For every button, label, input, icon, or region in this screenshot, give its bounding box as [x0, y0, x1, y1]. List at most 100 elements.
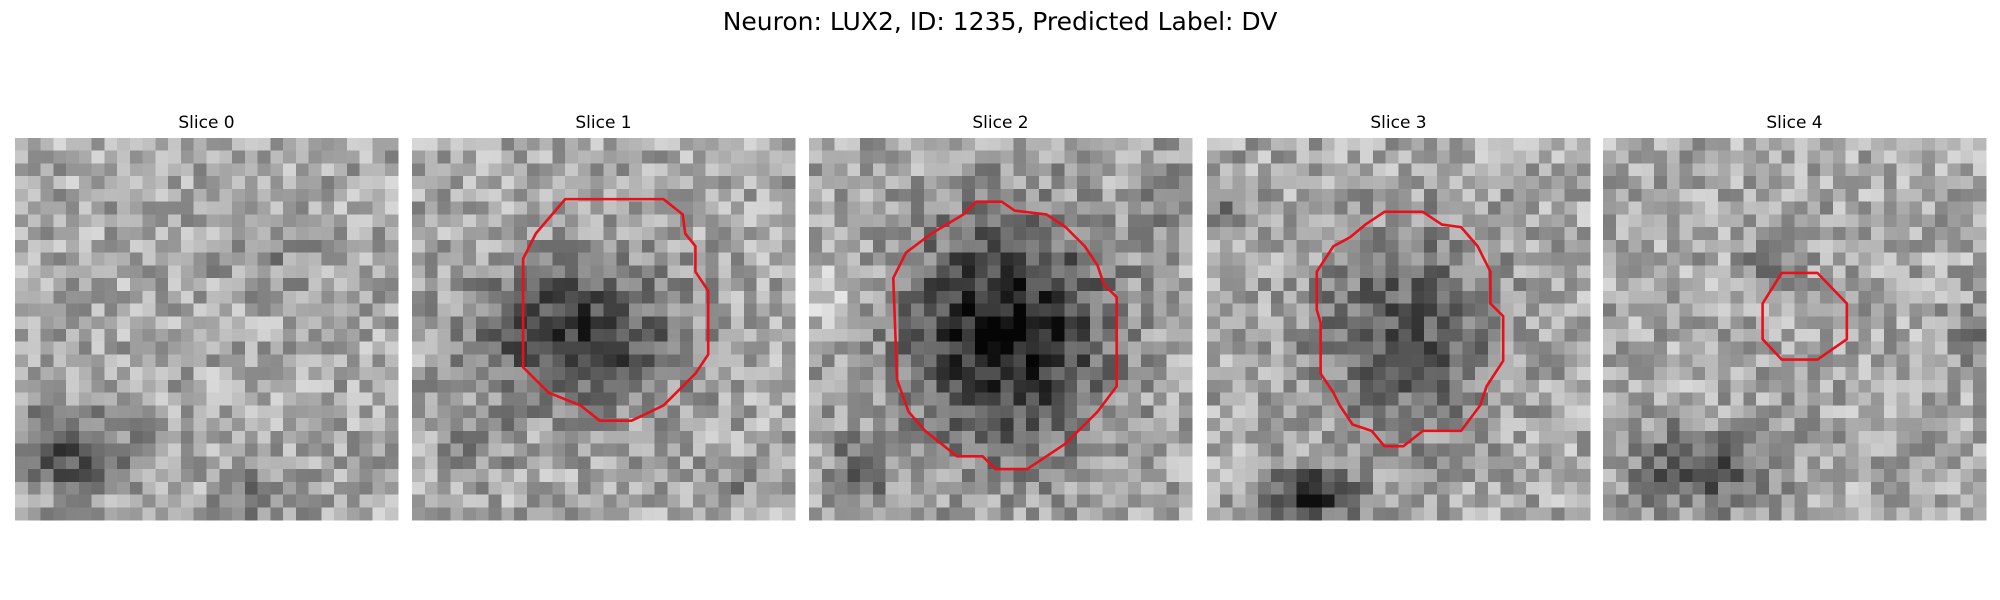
- pixel: [1000, 201, 1014, 215]
- pixel: [193, 214, 207, 228]
- pixel: [437, 469, 451, 483]
- pixel: [104, 405, 118, 419]
- pixel: [308, 456, 322, 470]
- pixel: [1858, 392, 1872, 406]
- pixel: [359, 341, 373, 355]
- pixel: [1207, 443, 1221, 457]
- pixel: [193, 316, 207, 330]
- pixel: [1692, 329, 1706, 343]
- pixel: [308, 138, 322, 152]
- pixel: [1934, 188, 1949, 203]
- pixel: [1436, 316, 1450, 330]
- pixel: [1641, 265, 1655, 279]
- pixel: [974, 278, 989, 292]
- pixel: [232, 303, 246, 317]
- pixel: [463, 392, 477, 406]
- pixel: [270, 469, 284, 483]
- pixel: [1207, 316, 1221, 330]
- pixel: [412, 354, 426, 368]
- pixel: [1947, 176, 1961, 190]
- pixel: [552, 138, 566, 152]
- pixel: [1603, 227, 1617, 241]
- pixel: [1026, 469, 1040, 483]
- pixel: [847, 392, 861, 406]
- pixel: [667, 341, 681, 355]
- pixel: [308, 278, 322, 292]
- pixel: [526, 507, 541, 521]
- pixel: [270, 163, 284, 177]
- pixel: [1424, 278, 1438, 292]
- pixel: [949, 405, 963, 419]
- pixel: [1526, 329, 1540, 343]
- pixel: [155, 456, 169, 470]
- pixel: [308, 303, 322, 317]
- pixel: [372, 227, 386, 241]
- pixel: [898, 367, 912, 381]
- pixel: [1449, 430, 1463, 444]
- pixel: [129, 290, 144, 304]
- pixel: [898, 354, 912, 368]
- pixel: [1743, 456, 1757, 470]
- pixel: [809, 252, 823, 266]
- pixel: [372, 379, 386, 394]
- pixel: [1577, 405, 1591, 419]
- pixel: [872, 481, 886, 495]
- pixel: [1449, 481, 1463, 495]
- pixel: [1909, 252, 1923, 266]
- pixel: [1909, 469, 1923, 483]
- contour: [1763, 273, 1847, 360]
- pixel: [359, 392, 373, 406]
- pixel: [385, 456, 399, 470]
- pixel: [1615, 188, 1629, 203]
- pixel: [283, 303, 297, 317]
- pixel: [244, 138, 258, 152]
- pixel: [270, 443, 284, 457]
- pixel: [1000, 379, 1014, 394]
- pixel: [385, 252, 399, 266]
- pixel: [1832, 481, 1846, 495]
- pixel: [1140, 227, 1155, 241]
- pixel: [206, 214, 220, 228]
- pixel: [1666, 176, 1680, 190]
- pixel: [1360, 150, 1374, 164]
- pixel: [1858, 265, 1872, 279]
- pixel: [1462, 379, 1476, 394]
- pixel: [1768, 201, 1783, 215]
- pixel: [782, 430, 796, 444]
- pixel: [180, 150, 195, 164]
- pixel: [283, 418, 297, 432]
- pixel: [1883, 163, 1898, 177]
- pixel: [1896, 329, 1910, 343]
- pixel: [1475, 430, 1489, 444]
- pixel: [193, 354, 207, 368]
- pixel: [872, 176, 886, 190]
- pixel: [27, 176, 41, 190]
- pixel: [667, 239, 681, 253]
- pixel: [1334, 481, 1348, 495]
- pixel: [53, 239, 67, 253]
- pixel: [987, 316, 1001, 330]
- pixel: [1756, 265, 1770, 279]
- pixel: [1398, 354, 1412, 368]
- pixel: [117, 443, 131, 457]
- pixel: [1102, 456, 1116, 470]
- pixel: [1283, 341, 1297, 355]
- pixel: [898, 227, 912, 241]
- pixel: [641, 214, 655, 228]
- pixel: [974, 481, 989, 495]
- pixel: [1089, 163, 1104, 177]
- pixel: [155, 443, 169, 457]
- pixel: [1347, 481, 1361, 495]
- pixel: [1051, 278, 1065, 292]
- pixel: [1449, 252, 1463, 266]
- pixel: [501, 201, 515, 215]
- pixel: [155, 176, 169, 190]
- pixel: [1922, 456, 1936, 470]
- pixel: [629, 354, 643, 368]
- pixel: [1153, 303, 1167, 317]
- pixel: [756, 188, 770, 203]
- pixel: [590, 379, 604, 394]
- pixel: [860, 443, 874, 457]
- pixel: [898, 290, 912, 304]
- pixel: [1909, 239, 1923, 253]
